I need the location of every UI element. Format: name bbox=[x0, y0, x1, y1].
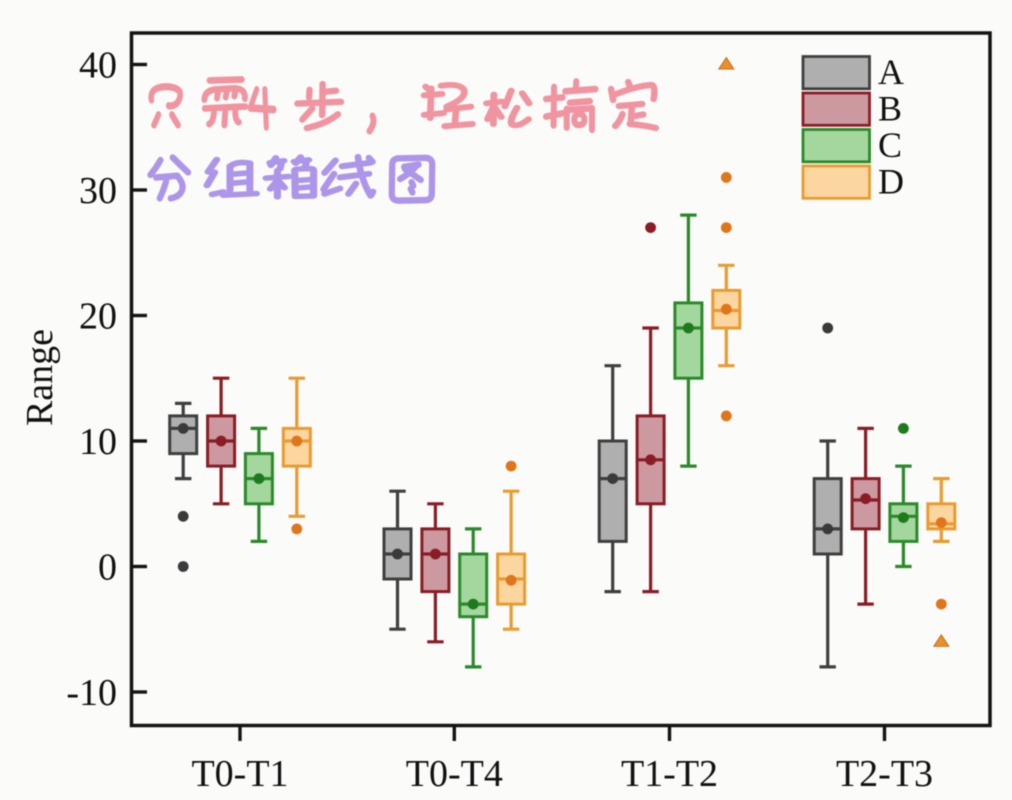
svg-text:-10: -10 bbox=[66, 672, 117, 714]
svg-text:D: D bbox=[878, 162, 904, 202]
svg-text:C: C bbox=[878, 125, 902, 165]
svg-text:20: 20 bbox=[79, 296, 117, 338]
svg-text:T0-T4: T0-T4 bbox=[406, 753, 503, 795]
svg-text:30: 30 bbox=[79, 170, 117, 212]
svg-text:40: 40 bbox=[79, 45, 117, 87]
svg-text:0: 0 bbox=[98, 547, 117, 589]
svg-text:T2-T3: T2-T3 bbox=[836, 753, 933, 795]
svg-text:T1-T2: T1-T2 bbox=[621, 753, 718, 795]
svg-text:A: A bbox=[878, 52, 904, 92]
svg-text:T0-T1: T0-T1 bbox=[191, 753, 288, 795]
svg-text:10: 10 bbox=[79, 421, 117, 463]
svg-text:B: B bbox=[878, 89, 902, 129]
svg-text:Range: Range bbox=[19, 329, 61, 426]
